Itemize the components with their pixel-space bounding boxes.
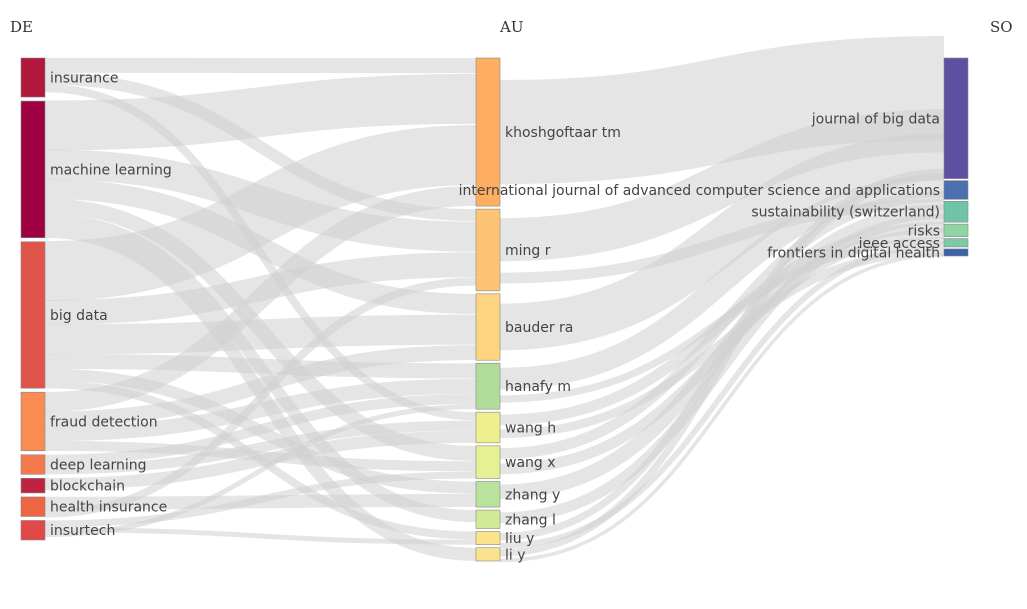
node-label: international journal of advanced comput… (459, 183, 940, 199)
node-au[interactable] (475, 57, 501, 207)
node-de[interactable] (20, 391, 46, 452)
node-label: risks (908, 223, 940, 239)
node-au[interactable] (475, 293, 501, 361)
flow-link (44, 345, 477, 427)
node-au[interactable] (475, 509, 501, 529)
node-label: zhang l (505, 512, 556, 528)
node-so[interactable] (943, 248, 969, 257)
flow-link (44, 378, 477, 442)
node-label: khoshgoftaar tm (505, 125, 621, 141)
node-de[interactable] (20, 454, 46, 475)
node-so[interactable] (943, 223, 969, 237)
flow-link (44, 420, 477, 475)
flow-links (44, 36, 945, 563)
node-de[interactable] (20, 241, 46, 389)
node-label: blockchain (50, 479, 125, 495)
node-label: ming r (505, 243, 551, 259)
node-au[interactable] (475, 445, 501, 479)
node-label: insurtech (50, 523, 115, 539)
flow-link (44, 314, 477, 355)
node-label: bauder ra (505, 320, 573, 336)
node-de[interactable] (20, 100, 46, 239)
flow-link (499, 109, 945, 262)
node-au[interactable] (475, 208, 501, 292)
flow-link (44, 125, 477, 301)
node-de[interactable] (20, 496, 46, 517)
flow-link (44, 73, 477, 151)
node-so[interactable] (943, 238, 969, 248)
node-label: fraud detection (50, 414, 158, 430)
flow-link (499, 253, 945, 563)
node-label: ieee access (859, 236, 940, 252)
flow-link (499, 172, 945, 557)
node-so[interactable] (943, 57, 969, 179)
column-header-au: AU (499, 18, 523, 36)
flow-link (44, 185, 477, 412)
flow-link (44, 430, 477, 491)
flow-link (499, 36, 945, 185)
flow-link (44, 353, 477, 379)
node-label: big data (50, 308, 108, 324)
node-labels: insurance machine learning big data fraud d… (50, 71, 940, 564)
node-label: hanafy m (505, 379, 571, 395)
flow-link (499, 168, 945, 541)
node-label: wang h (505, 421, 556, 437)
node-de[interactable] (20, 520, 46, 541)
flow-link (499, 190, 945, 459)
node-label: journal of big data (811, 111, 940, 127)
node-label: sustainability (switzerland) (751, 205, 940, 221)
node-so[interactable] (943, 201, 969, 223)
column-header-so: SO (990, 18, 1013, 36)
node-label: machine learning (50, 162, 172, 178)
flow-link (499, 133, 945, 351)
node-au[interactable] (475, 481, 501, 508)
node-au[interactable] (475, 362, 501, 410)
flow-link (44, 471, 477, 528)
node-label: health insurance (50, 500, 167, 516)
node-de[interactable] (20, 57, 46, 98)
node-label: zhang y (505, 487, 560, 503)
node-label: deep learning (50, 458, 147, 474)
flow-link (44, 277, 477, 518)
flow-link (44, 393, 477, 465)
node-label: frontiers in digital health (767, 245, 940, 261)
node-label: li y (505, 547, 526, 563)
flow-nodes (20, 57, 969, 562)
node-label: liu y (505, 531, 534, 547)
node-label: wang x (505, 455, 556, 471)
node-au[interactable] (475, 547, 501, 562)
node-au[interactable] (475, 531, 501, 546)
flow-link (44, 404, 477, 538)
column-header-de: DE (10, 18, 33, 36)
node-label: insurance (50, 71, 118, 87)
node-au[interactable] (475, 411, 501, 444)
node-so[interactable] (943, 180, 969, 200)
node-de[interactable] (20, 477, 46, 494)
